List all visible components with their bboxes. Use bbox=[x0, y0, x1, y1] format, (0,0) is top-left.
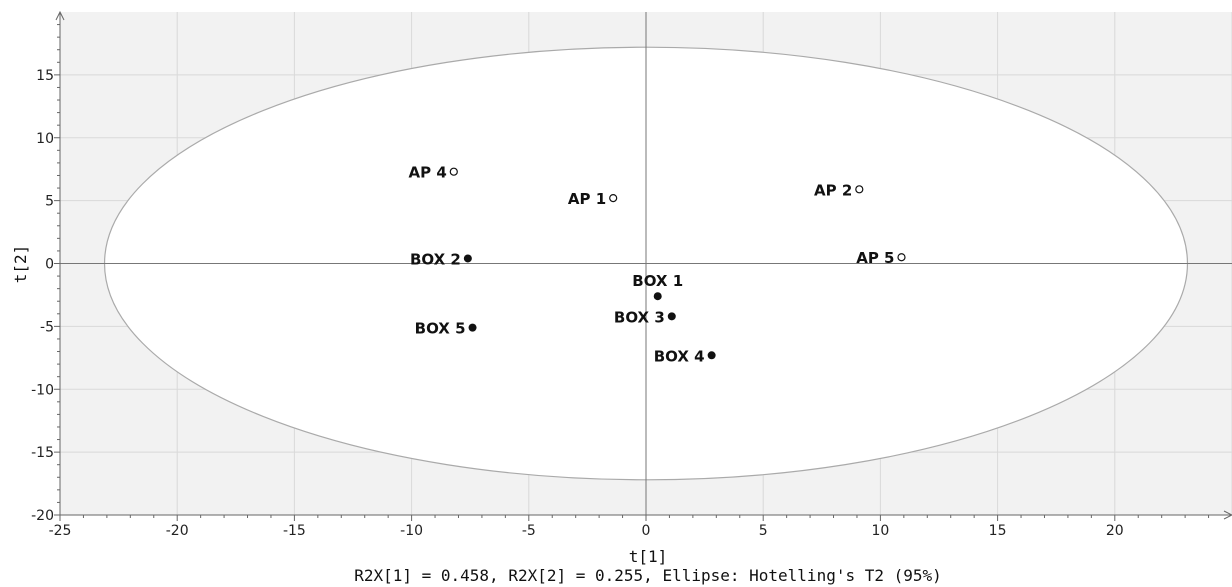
x-tick-label: 15 bbox=[989, 523, 1007, 539]
variance-footnote: R2X[1] = 0.458, R2X[2] = 0.255, Ellipse:… bbox=[354, 566, 942, 585]
data-point-filled bbox=[468, 323, 477, 332]
data-point-label: AP 5 bbox=[856, 249, 894, 267]
data-point-label: AP 4 bbox=[409, 164, 447, 182]
x-tick-label: -25 bbox=[49, 523, 72, 539]
data-point-filled bbox=[463, 254, 472, 263]
data-point-label: BOX 3 bbox=[614, 308, 665, 326]
data-point-open bbox=[897, 253, 906, 262]
x-tick-label: 20 bbox=[1106, 523, 1124, 539]
y-axis-title: t[2] bbox=[11, 245, 30, 284]
axis-labels: t[1] t[2] R2X[1] = 0.458, R2X[2] = 0.255… bbox=[11, 245, 942, 585]
y-tick-label: 15 bbox=[36, 68, 54, 84]
data-point-filled bbox=[707, 351, 716, 360]
y-axis-arrow bbox=[55, 10, 65, 21]
data-point-open bbox=[449, 167, 458, 176]
y-tick-label: 10 bbox=[36, 131, 54, 147]
data-point-filled bbox=[653, 292, 662, 301]
data-point-label: BOX 4 bbox=[654, 347, 705, 365]
y-tick-label: -20 bbox=[31, 508, 54, 524]
data-point-filled bbox=[667, 312, 676, 321]
data-point-open bbox=[855, 185, 864, 194]
x-tick-label: -15 bbox=[283, 523, 306, 539]
data-point-label: AP 1 bbox=[568, 190, 606, 208]
x-tick-label: 0 bbox=[642, 523, 651, 539]
data-point-label: BOX 5 bbox=[415, 320, 466, 338]
y-tick-label: 5 bbox=[45, 194, 54, 210]
x-axis-arrow bbox=[1223, 510, 1232, 520]
x-tick-label: 10 bbox=[871, 523, 889, 539]
x-tick-label: 5 bbox=[759, 523, 768, 539]
y-tick-label: 0 bbox=[45, 257, 54, 273]
plot-area: -25 -20 -15 -10 -5 0 5 10 15 20-20-15-10-5051015A… bbox=[31, 10, 1232, 539]
y-tick-label: -15 bbox=[31, 445, 54, 461]
data-point-open bbox=[609, 194, 618, 203]
data-point-label: AP 2 bbox=[814, 181, 852, 199]
x-tick-label: -5 bbox=[522, 523, 536, 539]
data-point-label: BOX 1 bbox=[632, 272, 683, 290]
data-point-label: BOX 2 bbox=[410, 250, 461, 268]
x-tick-label: -20 bbox=[166, 523, 189, 539]
x-axis-title: t[1] bbox=[629, 547, 668, 566]
x-tick-label: -10 bbox=[400, 523, 423, 539]
y-tick-label: -5 bbox=[40, 319, 54, 335]
y-tick-label: -10 bbox=[31, 382, 54, 398]
